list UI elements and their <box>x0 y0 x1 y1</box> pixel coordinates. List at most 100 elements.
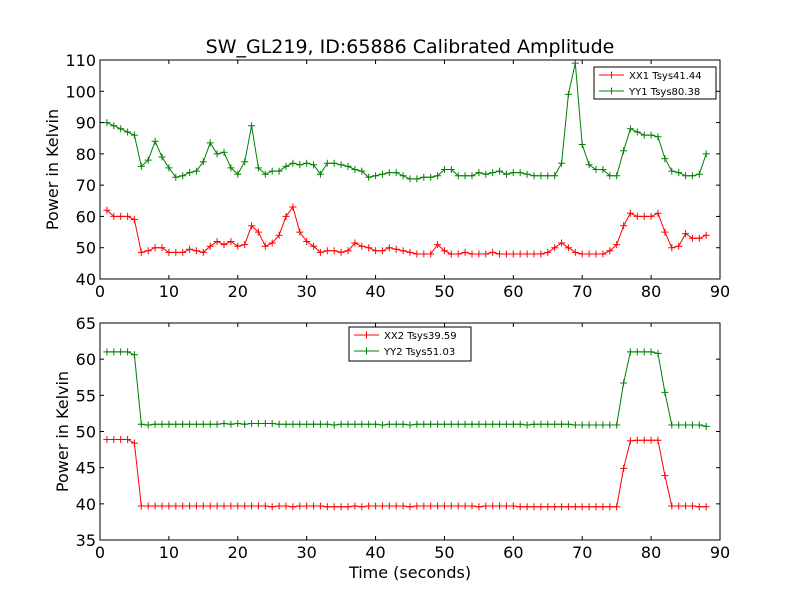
data-point <box>124 348 132 356</box>
data-point <box>372 420 380 428</box>
data-point <box>420 173 428 181</box>
data-point <box>489 502 497 510</box>
data-point <box>468 250 476 258</box>
data-point <box>124 436 132 443</box>
data-point <box>509 169 517 177</box>
data-point <box>151 244 159 252</box>
data-point <box>654 349 662 357</box>
legend-box <box>348 326 472 362</box>
data-point <box>640 348 648 356</box>
data-point <box>137 420 145 428</box>
data-point <box>296 161 304 169</box>
data-point <box>172 248 180 256</box>
data-point <box>502 420 510 428</box>
data-point <box>199 248 207 256</box>
data-point <box>620 222 628 230</box>
data-point <box>578 141 586 148</box>
data-point <box>585 503 593 511</box>
data-point <box>571 248 579 256</box>
data-point <box>378 170 386 178</box>
data-point <box>688 421 696 429</box>
data-point <box>275 502 283 510</box>
data-point <box>144 502 152 510</box>
data-point <box>110 348 118 356</box>
y-tick-label: 65 <box>76 314 96 333</box>
x-tick-label: 90 <box>710 282 730 301</box>
data-point <box>337 248 345 256</box>
series-line-1 <box>106 205 707 255</box>
data-point <box>406 175 414 183</box>
y-axis-label: Power in Kelvin <box>43 109 62 230</box>
data-point <box>571 503 579 511</box>
data-point <box>406 503 414 511</box>
data-point <box>199 502 207 510</box>
data-point <box>551 420 559 428</box>
data-point <box>516 420 524 428</box>
data-point <box>179 502 187 510</box>
data-point <box>220 148 228 156</box>
data-point <box>385 502 393 510</box>
data-point <box>461 420 469 428</box>
data-point <box>626 125 634 133</box>
legend-label: YY2 Tsys51.03 <box>383 347 455 358</box>
data-point <box>544 420 552 428</box>
data-point <box>613 172 621 180</box>
data-point <box>695 503 703 511</box>
data-point <box>192 167 200 175</box>
data-point <box>440 420 448 428</box>
data-point <box>420 250 428 258</box>
top-plot-panel: 0 10 20 30 40 50 60 70 80 90 40 50 60 70 80 90 100 110 Pow… <box>43 51 730 301</box>
data-point <box>537 503 545 511</box>
data-point <box>661 472 669 480</box>
x-tick-label: 80 <box>641 282 661 301</box>
data-point <box>427 502 435 510</box>
data-point <box>406 248 414 256</box>
data-point <box>296 228 304 236</box>
data-point <box>192 420 200 428</box>
data-point <box>427 173 435 181</box>
y-tick-label: 60 <box>76 207 96 226</box>
data-point <box>599 250 607 258</box>
x-tick-label: 40 <box>365 543 385 562</box>
data-point <box>406 421 414 429</box>
data-point <box>544 503 552 511</box>
data-point <box>558 239 566 247</box>
x-tick-label: 60 <box>503 282 523 301</box>
data-point <box>378 421 386 429</box>
data-point <box>323 159 331 167</box>
data-point <box>482 420 490 428</box>
data-point <box>144 421 152 429</box>
data-point <box>571 421 579 429</box>
data-point <box>358 167 366 175</box>
data-point <box>275 167 283 175</box>
data-point <box>427 250 435 258</box>
data-point <box>220 502 228 510</box>
data-point <box>509 250 517 258</box>
data-point <box>620 464 628 472</box>
data-point <box>647 348 655 356</box>
data-point <box>289 420 297 428</box>
legend: XX1 Tsys41.44 YY1 Tsys80.38 <box>593 66 717 100</box>
data-point <box>661 388 669 396</box>
x-tick-label: 30 <box>296 282 316 301</box>
data-point <box>516 503 524 511</box>
data-point <box>206 139 214 147</box>
data-point <box>434 502 442 510</box>
data-point <box>530 503 538 511</box>
x-tick-label: 0 <box>95 282 105 301</box>
x-tick-label: 90 <box>710 543 730 562</box>
data-point <box>213 238 221 245</box>
data-point <box>385 244 393 252</box>
data-point <box>702 503 710 511</box>
data-point <box>489 420 497 428</box>
data-point <box>199 420 207 428</box>
data-point <box>675 242 683 250</box>
data-point <box>392 420 400 428</box>
data-point <box>227 502 235 510</box>
data-point <box>447 250 455 258</box>
data-point <box>420 420 428 428</box>
data-point <box>192 502 200 510</box>
data-point <box>523 170 531 178</box>
data-point <box>592 166 600 173</box>
data-point <box>103 436 111 443</box>
